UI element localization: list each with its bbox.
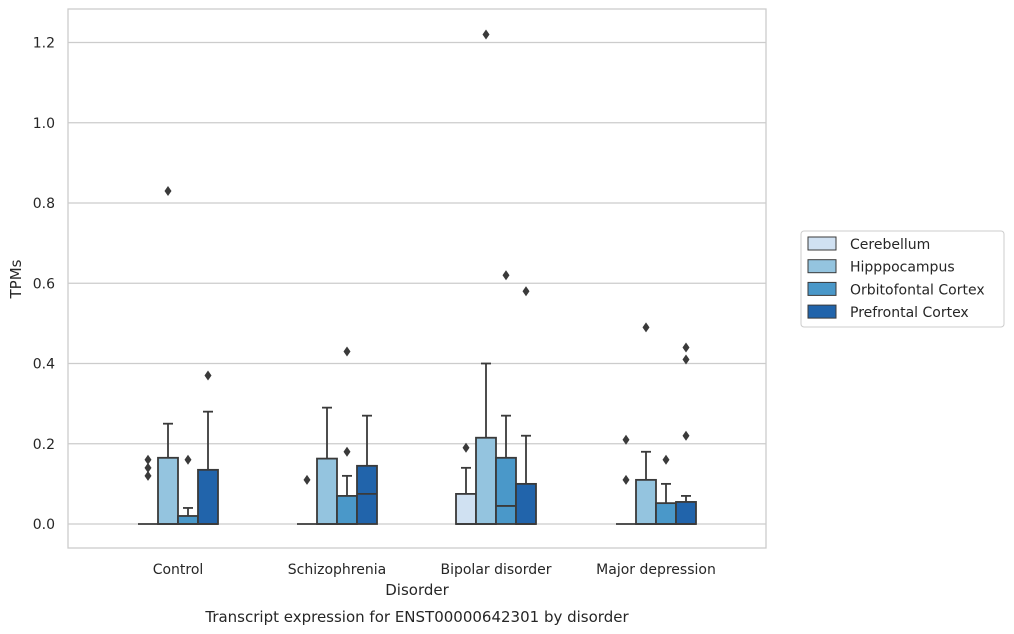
legend-label: Hipppocampus (850, 260, 955, 276)
box-prefrontal-cortex (356, 414, 378, 525)
outlier-point (303, 474, 311, 485)
legend-label: Prefrontal Cortex (850, 305, 969, 321)
outlier-point (164, 185, 172, 196)
box-hipppocampus (475, 29, 497, 525)
outlier-point (343, 446, 351, 457)
box-orbitofontal-cortex (495, 270, 517, 525)
y-tick-label: 0.2 (33, 437, 55, 453)
y-tick-label: 0.8 (33, 196, 55, 212)
x-tick-label: Control (153, 562, 204, 578)
box-prefrontal-cortex (675, 342, 697, 525)
outlier-point (144, 470, 152, 481)
box-prefrontal-cortex (515, 286, 537, 525)
y-tick-label: 0.0 (33, 517, 55, 533)
outlier-point (522, 286, 530, 297)
legend-swatch (807, 281, 837, 296)
box-cerebellum (616, 434, 636, 525)
outlier-point (184, 454, 192, 465)
chart-caption: Transcript expression for ENST0000064230… (204, 608, 629, 626)
legend-frame (800, 230, 1005, 328)
box-prefrontal-cortex (197, 370, 219, 525)
legend: Cerebellum Hipppocampus Orbitofontal Corte… (800, 230, 1005, 328)
box-body (495, 456, 517, 525)
box-body (197, 468, 219, 525)
outlier-point (662, 454, 670, 465)
box-body (157, 456, 179, 525)
box-orbitofontal-cortex (655, 454, 677, 525)
outlier-point (622, 474, 630, 485)
legend-swatch (807, 259, 837, 274)
legend-label: Cerebellum (850, 237, 930, 253)
outlier-point (482, 29, 490, 40)
box-body (655, 502, 677, 525)
box-body (675, 501, 697, 525)
box-orbitofontal-cortex (177, 454, 199, 525)
y-axis-ticks: 0.0 0.2 0.4 0.6 0.8 1.0 1.2 (33, 36, 55, 534)
outlier-point (502, 270, 510, 281)
legend-label: Orbitofontal Cortex (850, 282, 985, 298)
y-tick-label: 0.4 (33, 357, 55, 373)
y-tick-label: 1.2 (33, 36, 55, 52)
box-body (475, 436, 497, 525)
x-tick-label: Major depression (596, 562, 716, 578)
box-body (635, 478, 657, 525)
plot-frame (67, 8, 767, 549)
box-cerebellum (138, 454, 158, 525)
outlier-point (462, 442, 470, 453)
box-orbitofontal-cortex (336, 346, 358, 525)
legend-swatch (807, 304, 837, 319)
y-tick-label: 1.0 (33, 116, 55, 132)
outlier-point (682, 342, 690, 353)
outlier-point (144, 462, 152, 473)
box-hipppocampus (316, 406, 338, 525)
y-axis-label: TPMs (7, 259, 25, 299)
outlier-point (144, 454, 152, 465)
box-body (316, 457, 338, 525)
grid-lines (68, 41, 766, 525)
outlier-point (682, 430, 690, 441)
x-tick-label: Schizophrenia (288, 562, 386, 578)
outlier-point (622, 434, 630, 445)
x-axis-label: Disorder (385, 581, 449, 599)
box-body (177, 515, 199, 525)
outlier-point (343, 346, 351, 357)
legend-swatch (807, 236, 837, 251)
box-body (356, 464, 378, 525)
box-body (515, 482, 537, 525)
box-body (455, 493, 477, 525)
box-cerebellum (455, 442, 477, 525)
outlier-point (204, 370, 212, 381)
y-tick-label: 0.6 (33, 276, 55, 292)
box-plot-marks (138, 29, 697, 525)
x-tick-label: Bipolar disorder (440, 562, 551, 578)
outlier-point (682, 354, 690, 365)
box-cerebellum (297, 474, 317, 525)
x-axis-ticks: Control Schizophrenia Bipolar disorder Majo… (153, 562, 716, 578)
box-hipppocampus (635, 322, 657, 525)
outlier-point (642, 322, 650, 333)
box-hipppocampus (157, 185, 179, 525)
box-body (336, 495, 358, 525)
